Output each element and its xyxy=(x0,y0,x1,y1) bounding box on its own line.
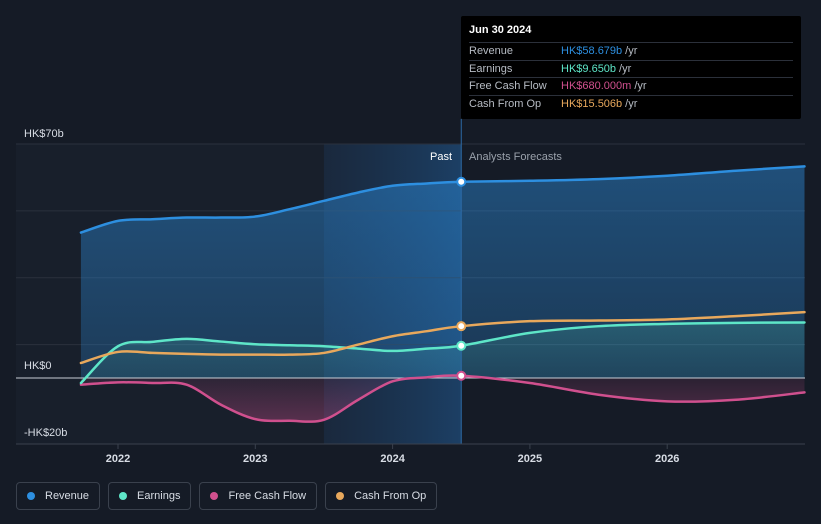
tooltip-label: Free Cash Flow xyxy=(469,80,547,92)
series-line-cash-from-op xyxy=(79,310,806,365)
y-tick-label: -HK$20b xyxy=(24,427,67,439)
tooltip-value: HK$9.650b xyxy=(561,62,617,75)
tooltip-value: HK$680.000m xyxy=(561,80,632,92)
tooltip-row: Cash From Op HK$15.506b/yr xyxy=(469,94,793,113)
tooltip: Jun 30 2024 Revenue HK$58.679b/yr Earnings… xyxy=(461,16,801,119)
tooltip-unit: /yr xyxy=(634,80,647,92)
tooltip-value: HK$15.506b xyxy=(561,97,623,110)
legend-label: Earnings xyxy=(137,490,181,502)
legend-dot-icon xyxy=(119,492,128,500)
legend-item-cash-from-op[interactable]: Cash From Op xyxy=(325,482,438,510)
tooltip-label: Cash From Op xyxy=(469,97,542,110)
y-tick-label: HK$70b xyxy=(24,128,64,140)
data-point-earnings xyxy=(456,340,467,351)
legend-item-free-cash-flow[interactable]: Free Cash Flow xyxy=(199,482,318,510)
tooltip-value: HK$58.679b xyxy=(561,45,623,57)
legend-item-revenue[interactable]: Revenue xyxy=(16,482,101,510)
x-tick-label: 2025 xyxy=(518,453,542,465)
earnings-area xyxy=(80,322,805,384)
tooltip-row: Revenue HK$58.679b/yr xyxy=(469,42,793,60)
tooltip-row: Earnings HK$9.650b/yr xyxy=(469,59,793,78)
legend: Revenue Earnings Free Cash Flow Cash From O… xyxy=(16,482,438,510)
tooltip-label: Earnings xyxy=(469,62,513,75)
data-point-cash-from-op xyxy=(456,321,467,332)
series-line-revenue xyxy=(79,165,806,234)
section-label-past: Past xyxy=(430,151,452,163)
legend-label: Free Cash Flow xyxy=(228,490,307,502)
x-tick-label: 2024 xyxy=(380,453,405,465)
x-tick-label: 2023 xyxy=(243,453,267,465)
x-tick-label: 2026 xyxy=(655,453,679,465)
tooltip-unit: /yr xyxy=(625,45,638,57)
legend-dot-icon xyxy=(27,492,35,500)
free-cash-flow-area xyxy=(80,375,805,422)
series-line-earnings xyxy=(79,321,806,385)
legend-label: Revenue xyxy=(45,490,90,502)
y-tick-label: HK$0 xyxy=(24,360,52,372)
data-point-free-cash-flow xyxy=(456,370,467,381)
x-tick-label: 2022 xyxy=(106,453,130,465)
tooltip-unit: /yr xyxy=(619,62,632,75)
tooltip-unit: /yr xyxy=(625,97,638,110)
section-label-forecast: Analysts Forecasts xyxy=(469,151,562,163)
legend-label: Cash From Op xyxy=(354,490,427,502)
legend-dot-icon xyxy=(210,492,219,500)
legend-item-earnings[interactable]: Earnings xyxy=(108,482,192,510)
tooltip-date: Jun 30 2024 xyxy=(469,24,532,36)
tooltip-label: Revenue xyxy=(469,45,514,57)
series-line-free-cash-flow xyxy=(79,374,806,423)
data-point-revenue xyxy=(456,176,467,187)
tooltip-row: Free Cash Flow HK$680.000m/yr xyxy=(469,77,793,95)
legend-dot-icon xyxy=(336,492,345,500)
